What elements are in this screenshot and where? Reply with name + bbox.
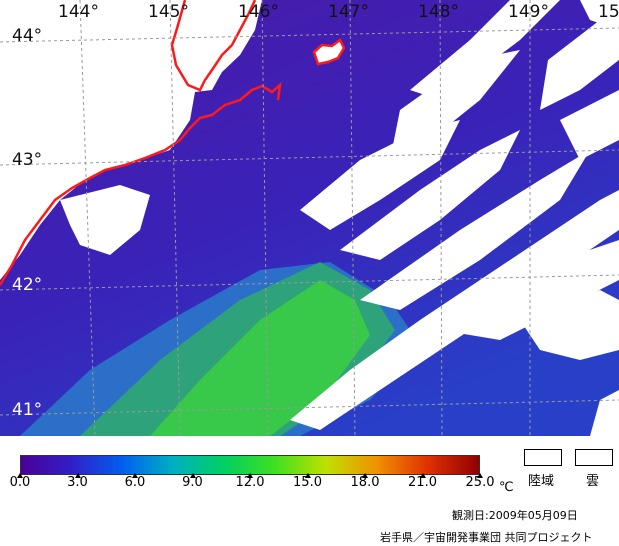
cloud-legend-swatch (575, 449, 613, 466)
lat-label-44: 44° (12, 26, 43, 46)
cloud-streaks (290, 0, 619, 436)
coastline-north (170, 0, 257, 92)
warm-water-core (150, 280, 370, 436)
land-hokkaido (0, 0, 262, 280)
lon-label-150: 15 (598, 2, 619, 22)
scale-tick-marker (189, 473, 196, 478)
scale-tick-label: 3.0 (67, 475, 88, 490)
lon-label-149: 149° (508, 2, 549, 22)
scale-tick-marker (74, 473, 81, 478)
scale-tick-label: 15.0 (293, 475, 322, 490)
island-shikotan (312, 38, 346, 66)
scale-tick-label: 0.0 (9, 475, 31, 490)
lat-label-42: 42° (12, 275, 43, 295)
cloud-over-land (60, 185, 150, 255)
lat-label-41: 41° (12, 400, 43, 420)
scale-tick-marker (362, 473, 368, 478)
cloud-legend-label: 雲 (586, 474, 600, 489)
temperature-color-scale (20, 455, 480, 475)
scale-tick-marker (304, 473, 311, 478)
scale-tick-label: 18.0 (350, 475, 380, 490)
scale-tick-marker (132, 473, 138, 478)
credit-text: 岩手県／宇宙開発事業団 共同プロジェクト (380, 531, 593, 544)
lon-label-146: 146° (238, 2, 279, 22)
observation-date: 観測日:2009年05月09日 (452, 509, 578, 522)
lat-label-43: 43° (12, 150, 43, 170)
scale-tick-label: 6.0 (124, 475, 146, 490)
lon-label-148: 148° (418, 2, 459, 22)
scale-tick-label: 21.0 (408, 475, 437, 490)
land-legend-swatch (524, 449, 562, 466)
land-legend-label: 陸域 (528, 474, 555, 489)
sea-surface-temperature-map (0, 0, 619, 436)
lon-label-147: 147° (328, 2, 369, 22)
scale-tick-label: 25.0 (465, 475, 495, 490)
lon-label-145: 145° (148, 2, 189, 22)
scale-tick-marker (419, 473, 426, 478)
scale-tick-label: 12.0 (235, 475, 265, 490)
land-shiretoko (200, 30, 230, 70)
lon-label-144: 144° (58, 2, 99, 22)
scale-tick-marker (247, 473, 253, 478)
scale-tick-label: 9.0 (182, 475, 203, 490)
graticule (0, 0, 619, 436)
coastline (0, 81, 282, 286)
scale-tick-marker (477, 473, 483, 478)
scale-tick-marker (17, 473, 23, 478)
scale-unit: ℃ (499, 480, 514, 495)
